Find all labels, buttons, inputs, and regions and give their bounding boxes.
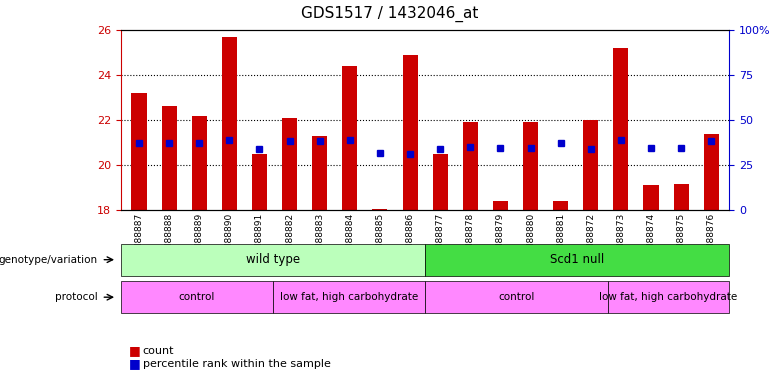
Text: percentile rank within the sample: percentile rank within the sample <box>143 359 331 369</box>
Text: count: count <box>143 346 174 355</box>
Bar <box>222 37 237 210</box>
Text: GDS1517 / 1432046_at: GDS1517 / 1432046_at <box>301 6 479 22</box>
Bar <box>553 201 568 210</box>
Bar <box>192 116 207 210</box>
Bar <box>493 201 508 210</box>
Bar <box>463 122 478 210</box>
Text: control: control <box>179 292 215 302</box>
Text: ■: ■ <box>129 344 140 357</box>
Bar <box>132 93 147 210</box>
Bar <box>252 154 267 210</box>
Bar <box>161 106 176 210</box>
Bar <box>644 185 658 210</box>
Bar <box>372 209 388 210</box>
Text: wild type: wild type <box>246 253 300 266</box>
Bar <box>674 184 689 210</box>
Text: Scd1 null: Scd1 null <box>550 253 604 266</box>
Text: protocol: protocol <box>55 292 98 302</box>
Bar <box>613 48 629 210</box>
Text: control: control <box>498 292 534 302</box>
Text: ■: ■ <box>129 357 140 370</box>
Bar <box>342 66 357 210</box>
Bar <box>583 120 598 210</box>
Bar <box>402 55 417 210</box>
Bar <box>704 134 718 210</box>
Bar <box>523 122 538 210</box>
Text: low fat, high carbohydrate: low fat, high carbohydrate <box>599 292 738 302</box>
Bar <box>433 154 448 210</box>
Bar <box>312 136 328 210</box>
Text: genotype/variation: genotype/variation <box>0 255 98 265</box>
Bar <box>282 118 297 210</box>
Text: low fat, high carbohydrate: low fat, high carbohydrate <box>280 292 418 302</box>
